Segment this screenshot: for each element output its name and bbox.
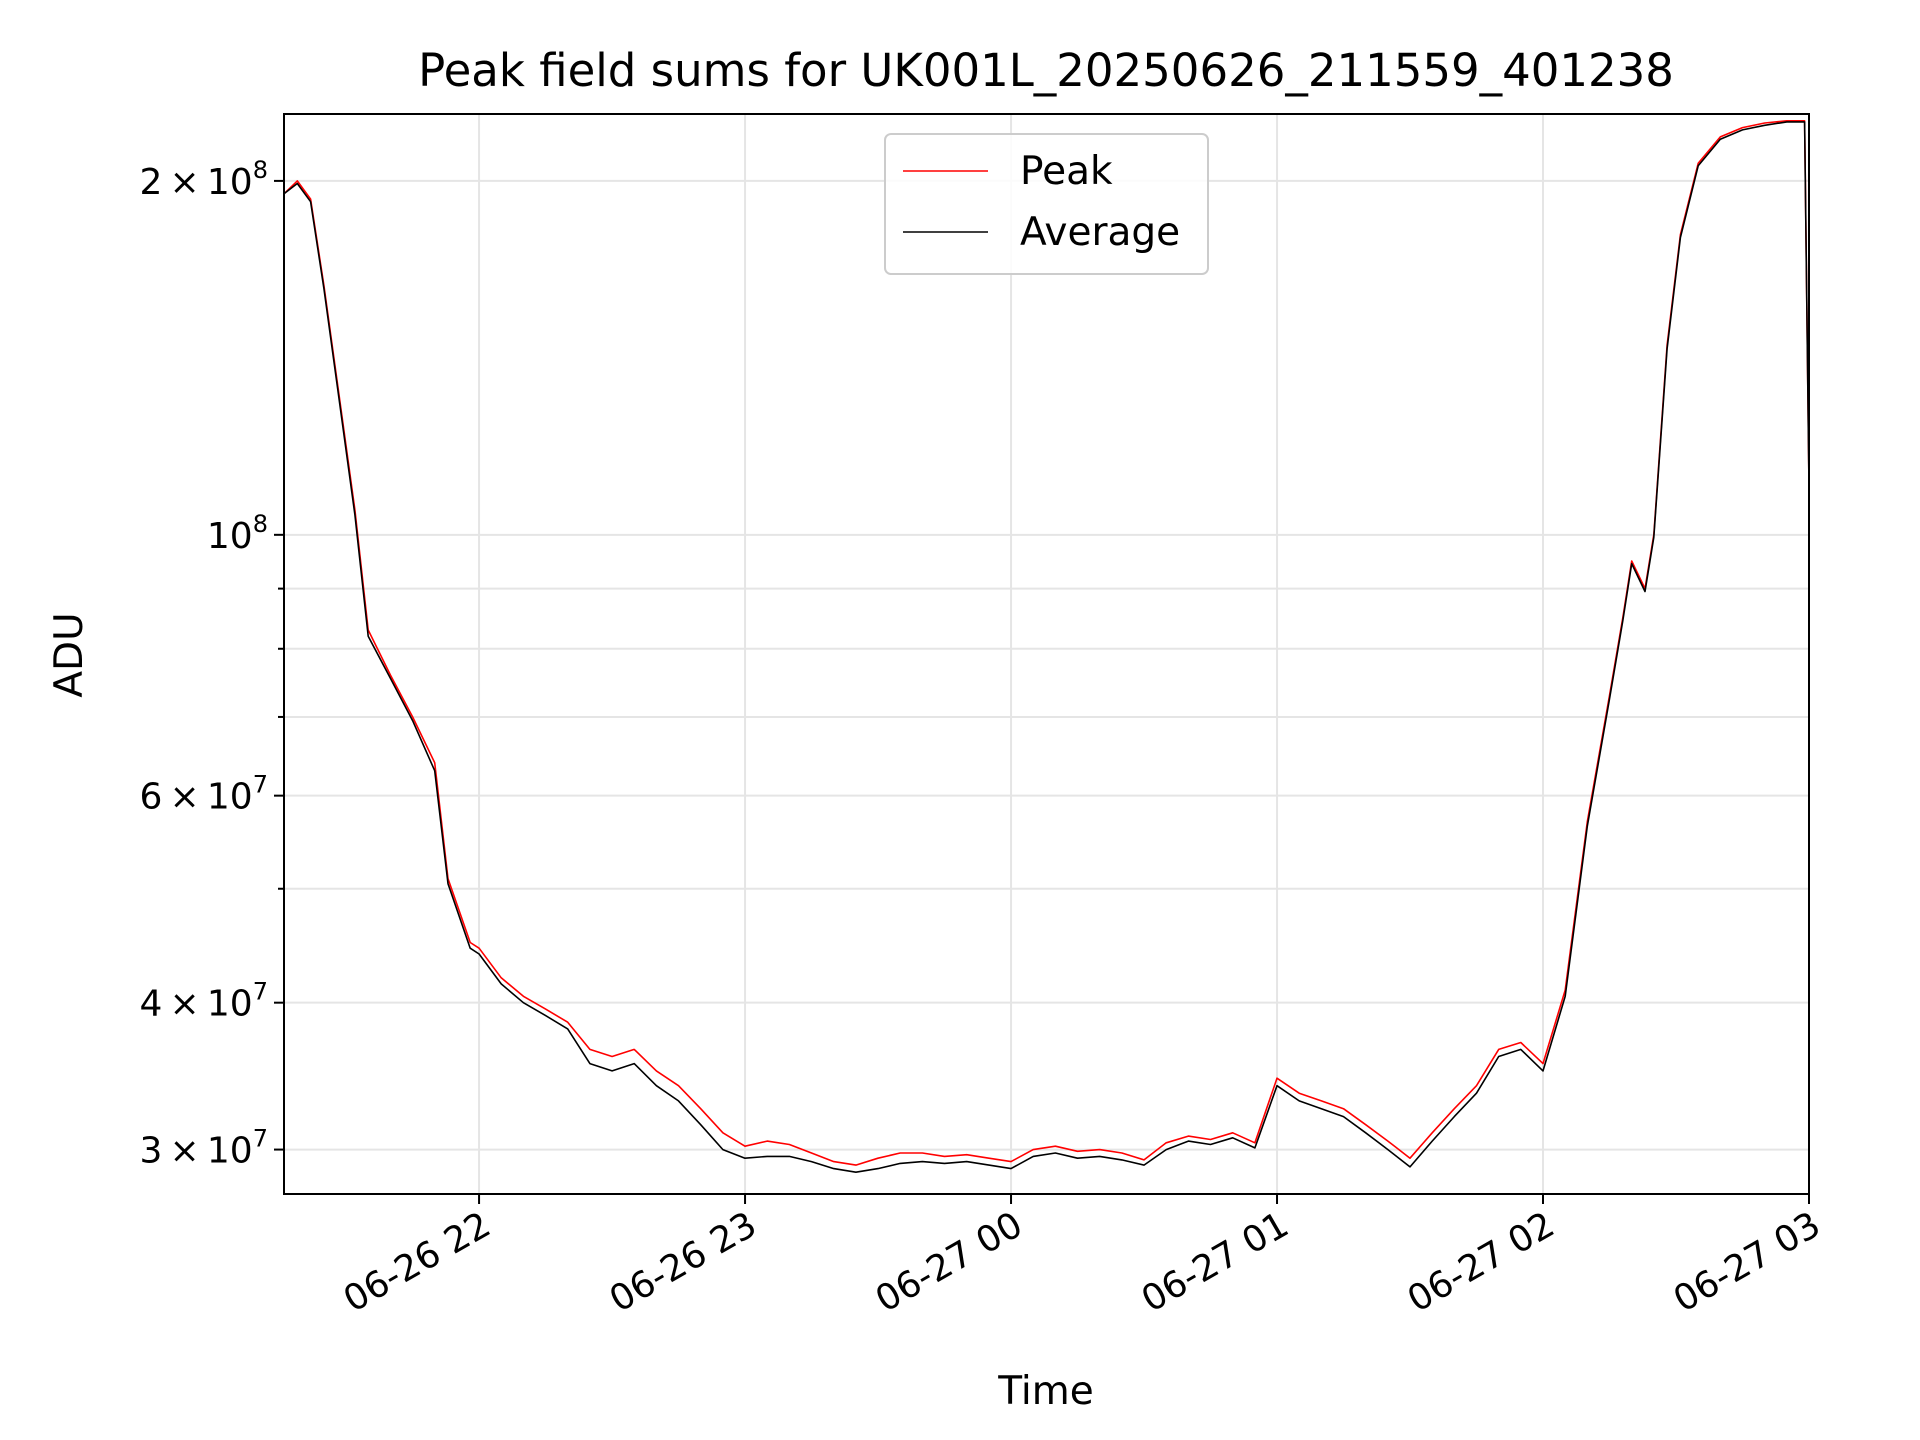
series-line-average <box>283 121 1810 1173</box>
chart-title: Peak field sums for UK001L_20250626_2115… <box>418 44 1674 97</box>
plot-area-frame <box>283 113 1810 1195</box>
series-line-peak <box>283 120 1810 1166</box>
y-tick-label: 4 × 107 <box>139 978 268 1025</box>
legend-box <box>884 133 1209 275</box>
x-axis-label: Time <box>997 1369 1093 1414</box>
y-tick-label: 2 × 108 <box>139 156 268 203</box>
x-tick-label: 06-26 23 <box>603 1204 764 1320</box>
x-tick-label: 06-27 02 <box>1401 1204 1562 1320</box>
y-axis-ticks: 3 × 107 4 × 107 6 × 107 108 2 × 108 <box>139 156 284 1172</box>
grid <box>284 114 1810 1194</box>
y-tick-label: 108 <box>207 510 268 557</box>
x-tick-label: 06-27 01 <box>1135 1204 1296 1320</box>
y-tick-label: 3 × 107 <box>139 1125 268 1172</box>
legend: Peak Average <box>884 133 1209 275</box>
y-axis-label: ADU <box>47 612 92 697</box>
x-tick-label: 06-27 00 <box>869 1204 1030 1320</box>
series-group <box>283 120 1810 1173</box>
y-tick-label: 6 × 107 <box>139 771 268 818</box>
x-tick-label: 06-27 03 <box>1667 1204 1828 1320</box>
legend-label-average: Average <box>1020 210 1180 255</box>
legend-label-peak: Peak <box>1020 149 1113 194</box>
x-tick-label: 06-26 22 <box>337 1204 498 1320</box>
x-axis-ticks: 06-26 22 06-26 23 06-27 00 06-27 01 06-27 02… <box>337 1194 1828 1321</box>
